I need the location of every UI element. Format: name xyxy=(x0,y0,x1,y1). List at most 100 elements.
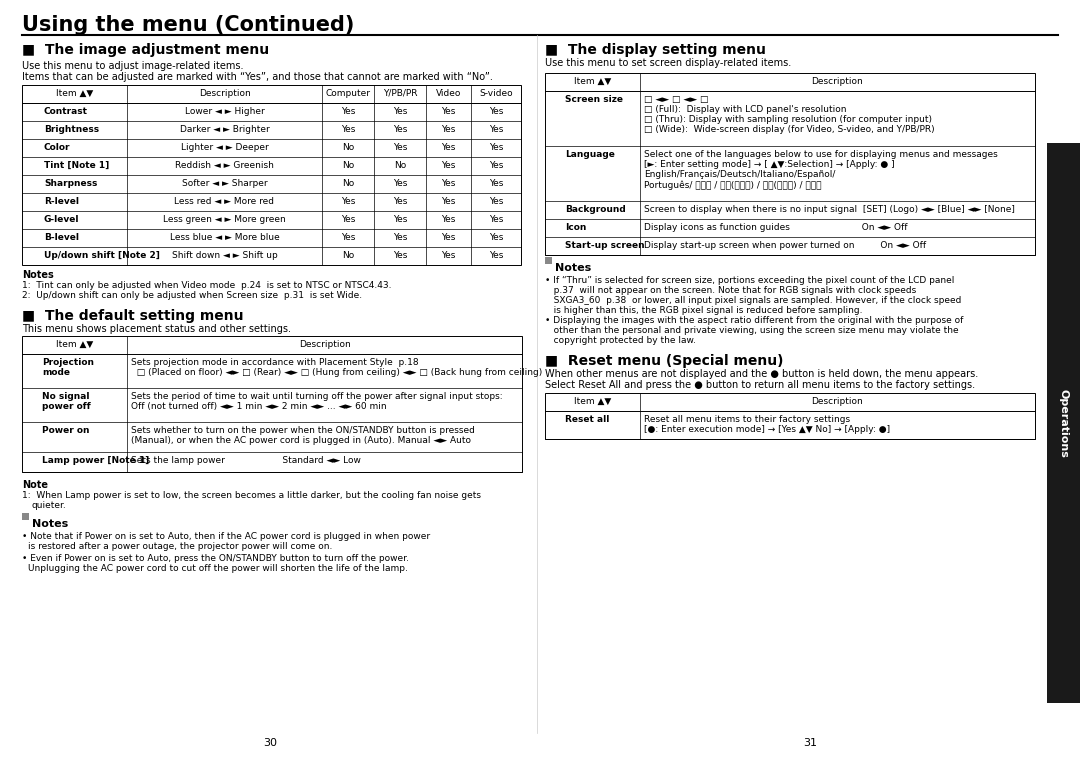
Text: • If “Thru” is selected for screen size, portions exceeding the pixel count of t: • If “Thru” is selected for screen size,… xyxy=(545,276,955,285)
Text: Computer: Computer xyxy=(325,89,370,98)
Text: other than the personal and private viewing, using the screen size menu may viol: other than the personal and private view… xyxy=(545,326,959,335)
Bar xyxy=(545,257,552,264)
Text: SXGA3_60  p.38  or lower, all input pixel signals are sampled. However, if the c: SXGA3_60 p.38 or lower, all input pixel … xyxy=(545,296,961,305)
Text: Item ▲▼: Item ▲▼ xyxy=(573,397,611,406)
Text: Yes: Yes xyxy=(489,107,503,116)
Text: Lamp power [Note 1]: Lamp power [Note 1] xyxy=(42,456,149,465)
Text: Language: Language xyxy=(565,150,615,159)
Text: 1:  When Lamp power is set to low, the screen becomes a little darker, but the c: 1: When Lamp power is set to low, the sc… xyxy=(22,491,481,500)
Text: Yes: Yes xyxy=(341,215,355,224)
Text: Yes: Yes xyxy=(442,107,456,116)
Text: 1:  Tint can only be adjusted when Video mode  p.24  is set to NTSC or NTSC4.43.: 1: Tint can only be adjusted when Video … xyxy=(22,281,391,290)
Text: quieter.: quieter. xyxy=(32,501,67,510)
Text: Yes: Yes xyxy=(442,143,456,152)
Text: Yes: Yes xyxy=(489,233,503,242)
Text: Note: Note xyxy=(22,480,48,490)
Text: ■  The display setting menu: ■ The display setting menu xyxy=(545,43,766,57)
Text: Items that can be adjusted are marked with “Yes”, and those that cannot are mark: Items that can be adjusted are marked wi… xyxy=(22,72,492,82)
Text: Yes: Yes xyxy=(489,125,503,134)
Text: Notes: Notes xyxy=(555,263,591,273)
Text: ■  The image adjustment menu: ■ The image adjustment menu xyxy=(22,43,269,57)
Text: □ (Wide):  Wide-screen display (for Video, S-video, and Y/PB/PR): □ (Wide): Wide-screen display (for Video… xyxy=(644,125,934,134)
Text: No: No xyxy=(342,179,354,188)
Text: Less blue ◄ ► More blue: Less blue ◄ ► More blue xyxy=(170,233,280,242)
Text: Yes: Yes xyxy=(393,215,407,224)
Text: [●: Enter execution mode] → [Yes ▲▼ No] → [Apply: ●]: [●: Enter execution mode] → [Yes ▲▼ No] … xyxy=(644,425,890,434)
Text: Sharpness: Sharpness xyxy=(44,179,97,188)
Text: Description: Description xyxy=(199,89,251,98)
Text: ■  The default setting menu: ■ The default setting menu xyxy=(22,309,243,323)
Text: Yes: Yes xyxy=(442,197,456,206)
Text: Video: Video xyxy=(436,89,461,98)
Text: Projection
mode: Projection mode xyxy=(42,358,94,378)
Text: □ ◄► □ ◄► □: □ ◄► □ ◄► □ xyxy=(644,95,708,104)
Text: This menu shows placement status and other settings.: This menu shows placement status and oth… xyxy=(22,324,291,334)
Text: Color: Color xyxy=(44,143,70,152)
Text: Contrast: Contrast xyxy=(44,107,87,116)
Text: Off (not turned off) ◄► 1 min ◄► 2 min ◄► ... ◄► 60 min: Off (not turned off) ◄► 1 min ◄► 2 min ◄… xyxy=(131,402,387,411)
Bar xyxy=(22,336,522,472)
Text: No signal
power off: No signal power off xyxy=(42,392,91,411)
Text: Yes: Yes xyxy=(489,251,503,260)
Text: 31: 31 xyxy=(804,738,816,748)
Text: □ (Thru): Display with sampling resolution (for computer input): □ (Thru): Display with sampling resoluti… xyxy=(644,115,932,124)
Text: Yes: Yes xyxy=(393,125,407,134)
Text: Yes: Yes xyxy=(393,233,407,242)
Text: Reset all: Reset all xyxy=(565,415,609,424)
Text: No: No xyxy=(394,161,406,170)
Text: Português/ 日本語 / 中文(简体字) / 中文(繁体字) / 한국어: Português/ 日本語 / 中文(简体字) / 中文(繁体字) / 한국어 xyxy=(644,180,822,189)
Text: Yes: Yes xyxy=(393,107,407,116)
Text: Use this menu to adjust image-related items.: Use this menu to adjust image-related it… xyxy=(22,61,243,71)
Text: Yes: Yes xyxy=(442,215,456,224)
Text: Yes: Yes xyxy=(341,125,355,134)
Text: Yes: Yes xyxy=(393,179,407,188)
Text: Description: Description xyxy=(299,340,350,349)
Text: Yes: Yes xyxy=(341,197,355,206)
Text: Yes: Yes xyxy=(489,161,503,170)
Text: 30: 30 xyxy=(264,738,276,748)
Text: (Manual), or when the AC power cord is plugged in (Auto). Manual ◄► Auto: (Manual), or when the AC power cord is p… xyxy=(131,436,471,445)
Text: Yes: Yes xyxy=(393,251,407,260)
Text: No: No xyxy=(342,161,354,170)
Text: Y/PB/PR: Y/PB/PR xyxy=(382,89,417,98)
Text: Yes: Yes xyxy=(393,197,407,206)
Text: • Note that if Power on is set to Auto, then if the AC power cord is plugged in : • Note that if Power on is set to Auto, … xyxy=(22,532,430,541)
Text: Notes: Notes xyxy=(32,519,68,529)
Text: Yes: Yes xyxy=(489,197,503,206)
Text: Yes: Yes xyxy=(341,107,355,116)
Text: Yes: Yes xyxy=(442,251,456,260)
Text: ■  Reset menu (Special menu): ■ Reset menu (Special menu) xyxy=(545,354,783,368)
Bar xyxy=(1047,143,1080,703)
Text: Yes: Yes xyxy=(489,179,503,188)
Text: □ (Placed on floor) ◄► □ (Rear) ◄► □ (Hung from ceiling) ◄► □ (Back hung from ce: □ (Placed on floor) ◄► □ (Rear) ◄► □ (Hu… xyxy=(131,368,542,377)
Text: Yes: Yes xyxy=(442,161,456,170)
Text: is restored after a power outage, the projector power will come on.: is restored after a power outage, the pr… xyxy=(28,542,333,551)
Text: Yes: Yes xyxy=(489,143,503,152)
Text: Item ▲▼: Item ▲▼ xyxy=(573,77,611,86)
Text: Yes: Yes xyxy=(489,215,503,224)
Text: Tint [Note 1]: Tint [Note 1] xyxy=(44,161,109,170)
Text: Darker ◄ ► Brighter: Darker ◄ ► Brighter xyxy=(179,125,269,134)
Text: 2:  Up/down shift can only be adjusted when Screen size  p.31  is set Wide.: 2: Up/down shift can only be adjusted wh… xyxy=(22,291,362,300)
Text: Sets the lamp power                    Standard ◄► Low: Sets the lamp power Standard ◄► Low xyxy=(131,456,361,465)
Text: Shift down ◄ ► Shift up: Shift down ◄ ► Shift up xyxy=(172,251,278,260)
Text: Reset all menu items to their factory settings: Reset all menu items to their factory se… xyxy=(644,415,850,424)
Text: Reddish ◄ ► Greenish: Reddish ◄ ► Greenish xyxy=(175,161,274,170)
Text: • Displaying the images with the aspect ratio different from the original with t: • Displaying the images with the aspect … xyxy=(545,316,963,325)
Text: Notes: Notes xyxy=(22,270,54,280)
Text: Icon: Icon xyxy=(565,223,586,232)
Text: Sets the period of time to wait until turning off the power after signal input s: Sets the period of time to wait until tu… xyxy=(131,392,502,401)
Text: Sets projection mode in accordance with Placement Style  p.18: Sets projection mode in accordance with … xyxy=(131,358,419,367)
Text: Sets whether to turn on the power when the ON/STANDBY button is pressed: Sets whether to turn on the power when t… xyxy=(131,426,475,435)
Text: Screen to display when there is no input signal  [SET] (Logo) ◄► [Blue] ◄► [None: Screen to display when there is no input… xyxy=(644,205,1015,214)
Text: Lower ◄ ► Higher: Lower ◄ ► Higher xyxy=(185,107,265,116)
Text: Background: Background xyxy=(565,205,625,214)
Text: Item ▲▼: Item ▲▼ xyxy=(56,89,93,98)
Text: Yes: Yes xyxy=(442,179,456,188)
Text: When other menus are not displayed and the ● button is held down, the menu appea: When other menus are not displayed and t… xyxy=(545,369,978,379)
Text: Select Reset All and press the ● button to return all menu items to the factory : Select Reset All and press the ● button … xyxy=(545,380,975,390)
Text: No: No xyxy=(342,251,354,260)
Text: □ (Full):  Display with LCD panel's resolution: □ (Full): Display with LCD panel's resol… xyxy=(644,105,847,114)
Text: Screen size: Screen size xyxy=(565,95,623,104)
Text: English/Français/Deutsch/Italiano/Español/: English/Français/Deutsch/Italiano/Españo… xyxy=(644,170,835,179)
